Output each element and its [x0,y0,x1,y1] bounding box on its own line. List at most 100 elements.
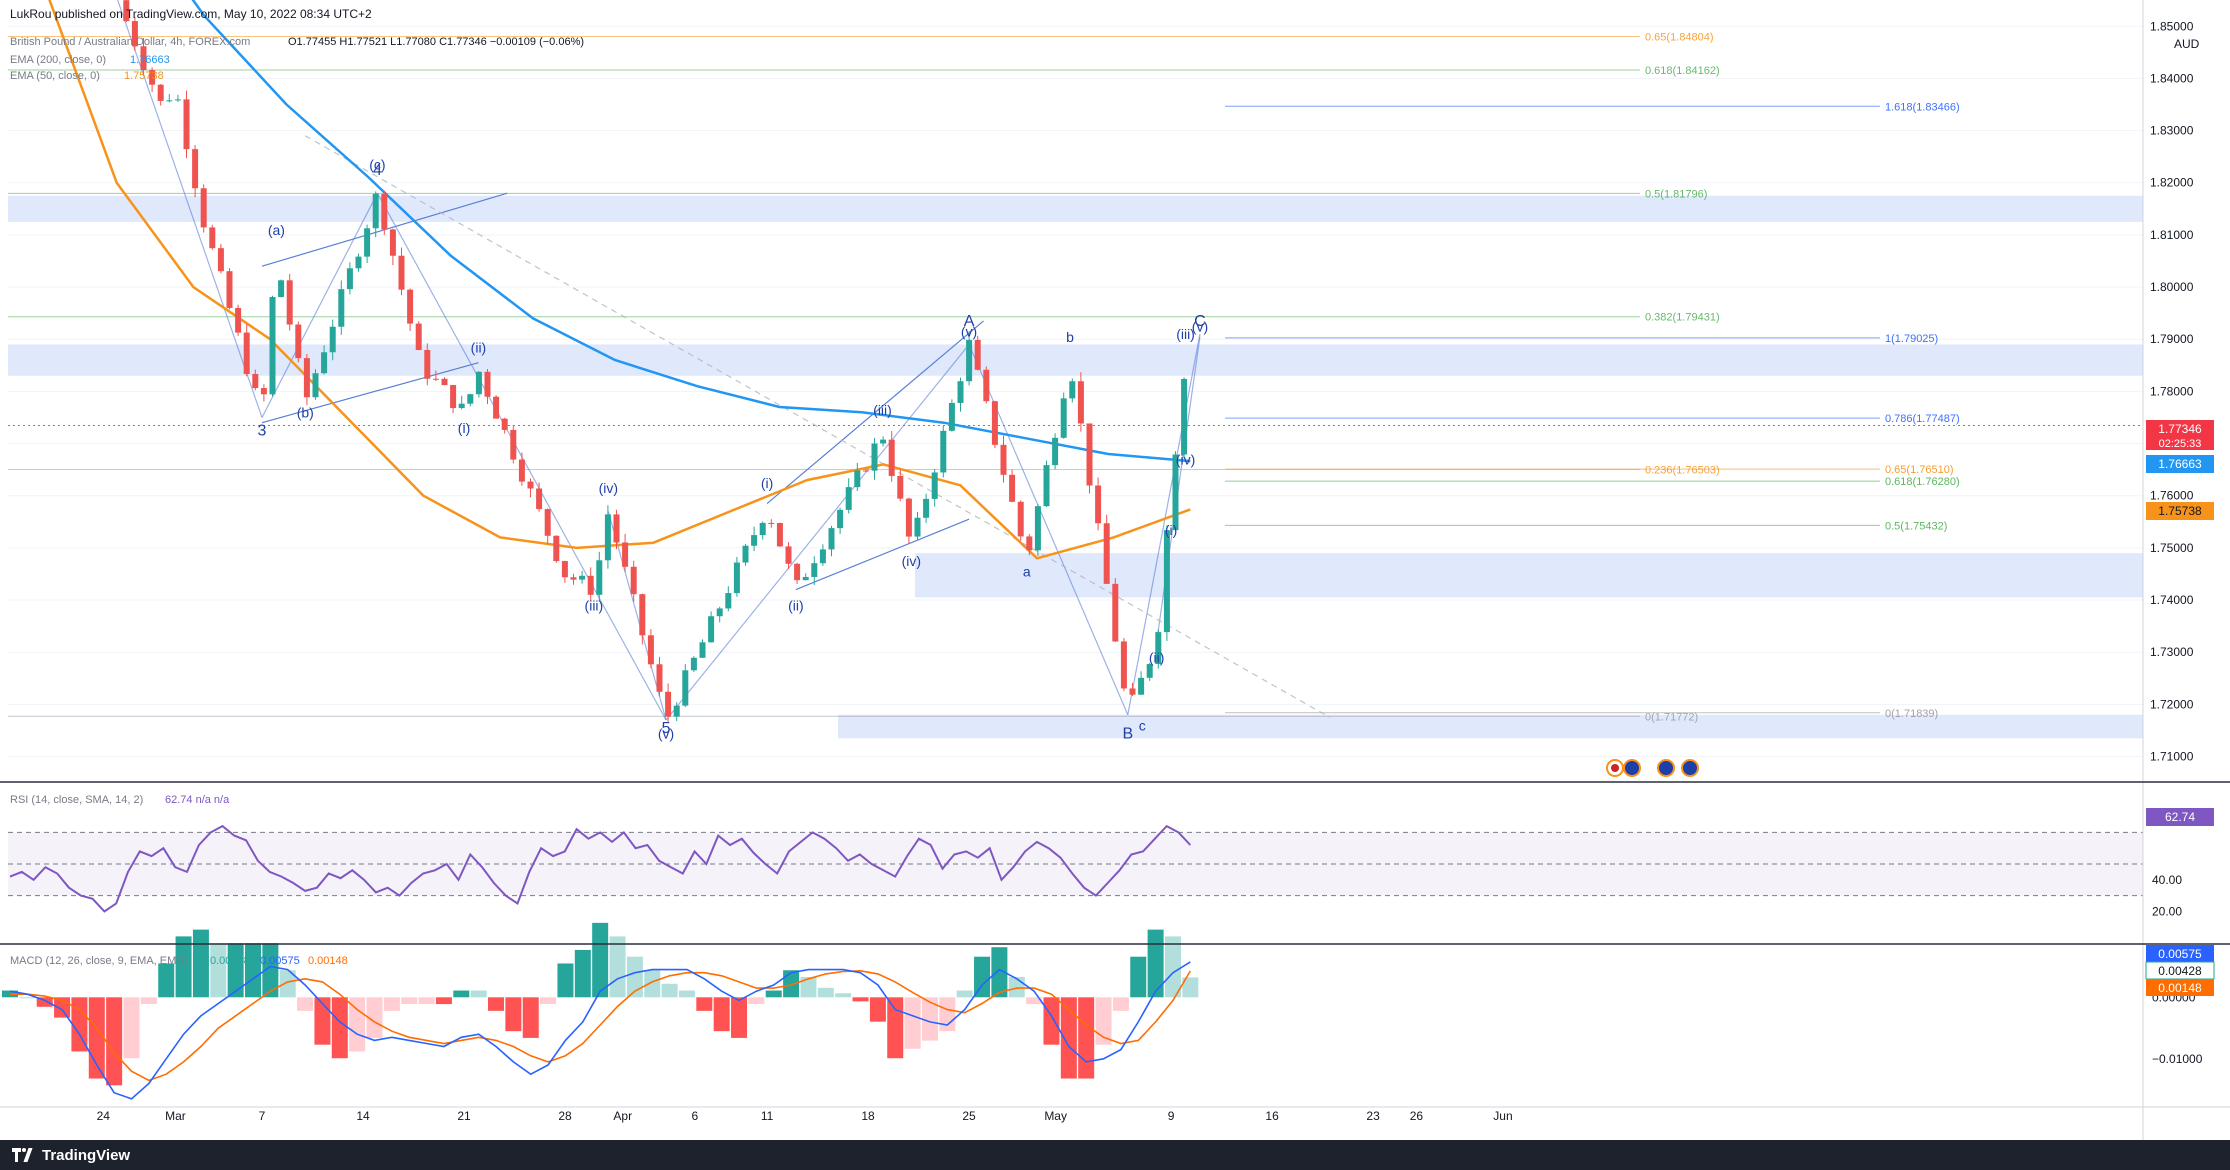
candle-body [140,46,147,71]
candle-body [914,517,921,537]
macd-histogram-bar [366,997,383,1038]
rsi-y-tick-0: 40.00 [2152,873,2182,887]
macd-histogram-bar [765,990,782,998]
candle-body [862,470,869,472]
au-flag-icon[interactable] [1623,759,1641,777]
fib-right-label-2: 0.786(1.77487) [1885,413,1960,425]
candle-body [673,705,680,717]
candle-body [321,352,328,374]
candle-body [432,378,439,380]
candle-body [579,575,586,580]
candle-body [372,193,379,229]
macd-histogram-bar [453,990,470,998]
macd-histogram-bar [713,997,730,1032]
candle-body [131,21,138,47]
y-tick-2: 1.83000 [2150,124,2194,138]
candle-body [1069,381,1076,399]
candle-body [450,385,457,409]
wave-label-3: 4 [373,162,382,179]
candle-body [312,373,319,398]
x-tick-11: May [1044,1109,1067,1123]
fib-left-label-5: 0(1.71772) [1645,711,1698,723]
x-tick-10: 25 [962,1109,976,1123]
candle-body [940,430,947,473]
macd-histogram-bar [835,993,852,998]
macd-histogram-bar [748,997,765,1005]
candle-body [295,324,302,359]
macd-histogram-bar [505,997,522,1032]
y-tick-1: 1.84000 [2150,71,2194,85]
candle-body [682,670,689,706]
wave-label-0: 3 [258,423,267,440]
macd-histogram-bar [939,997,956,1032]
ema200-line [191,0,1191,463]
candle-body [1103,523,1110,584]
candle-body [690,657,697,671]
macd-histogram-bar [262,943,279,998]
x-tick-15: 26 [1410,1109,1424,1123]
macd-legend-label[interactable]: MACD (12, 26, close, 9, EMA, EMA) [10,955,187,967]
wave-label-26: C [1194,313,1206,330]
last-price-value: 1.77346 [2158,422,2202,436]
last-price-tag [2146,420,2214,450]
macd-histogram-bar [210,943,227,998]
macd-histogram-bar [991,947,1008,998]
candle-body [596,560,603,595]
ema50-legend-label[interactable]: EMA (50, close, 0) [10,70,100,82]
candle-body [1034,506,1041,551]
candle-body [888,439,895,476]
y-tick-3: 1.82000 [2150,176,2194,190]
fib-right-label-6: 0(1.71839) [1885,708,1938,720]
symbol-title[interactable]: British Pound / Australian Dollar, 4h, F… [10,36,250,48]
macd-pane: 0.00000−0.01000 [2,922,2203,1100]
rsi-tag-value: 62.74 [2165,810,2195,824]
candle-body [802,576,809,581]
ema200-series [191,0,1191,463]
candle-body [751,535,758,546]
fib-right-label-3: 0.65(1.76510) [1885,464,1954,476]
candle-body [398,255,405,290]
histogram-tag-value: 0.00148 [2158,981,2202,995]
wave-label-22: c [1139,717,1146,733]
tradingview-logo[interactable]: TradingView [12,1147,130,1164]
ema200-legend-label[interactable]: EMA (200, close, 0) [10,54,106,66]
candle-body [1009,474,1016,502]
wave-label-18: a [1023,564,1031,580]
candle-body [243,332,250,374]
candle-body [1095,485,1102,524]
wave-label-9: 5 [662,720,671,737]
candle-body [819,549,826,564]
fib-right-label-1: 1(1.79025) [1885,333,1938,345]
candle-body [484,371,491,397]
au-flag-icon-3[interactable] [1681,759,1699,777]
candle-body [639,594,646,636]
rsi-legend-label[interactable]: RSI (14, close, SMA, 14, 2) [10,794,143,806]
macd-histogram-bar [331,997,348,1059]
macd-histogram-bar [1078,997,1095,1079]
candle-body [759,522,766,536]
macd-histogram-bar [1164,936,1181,998]
candle-body [527,481,534,489]
zone-2 [915,553,2143,598]
event-flags[interactable] [1606,759,1699,777]
macd-legend-value-2: 0.00575 [260,955,300,967]
wave-label-17: b [1066,329,1074,345]
elliott-wave-labels: 3(a)(b)4(c)(ii)(i)(iv)(iii)5(v)(i)(ii)(i… [258,157,1209,743]
wave-label-14: (iv) [902,553,921,569]
chart-svg: 0.65(1.84804) 0.618(1.84162) 0.5(1.81796) 0… [0,0,2230,1140]
candle-body [192,149,199,189]
candle-body [217,248,224,272]
macd-histogram-bar [1026,997,1043,1005]
macd-tag-value: 0.00575 [2158,947,2202,961]
au-flag-icon-2[interactable] [1657,759,1675,777]
x-tick-1: Mar [165,1109,186,1123]
candle-body [1112,583,1119,642]
currency-label[interactable]: AUD [2174,37,2200,51]
x-tick-4: 21 [457,1109,471,1123]
candle-body [854,470,861,488]
candle-body [1172,454,1179,531]
candle-body [441,378,448,386]
macd-histogram-bar [522,997,539,1038]
candle-body [1060,398,1067,438]
candle-body [458,403,465,409]
